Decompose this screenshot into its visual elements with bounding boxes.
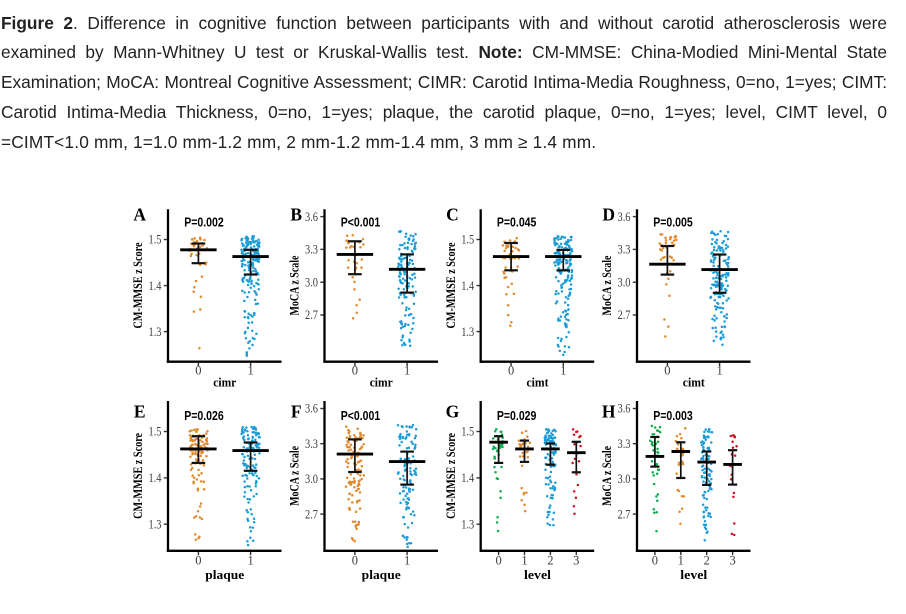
- svg-text:1: 1: [404, 364, 410, 378]
- svg-text:1.5: 1.5: [149, 425, 162, 439]
- svg-text:3: 3: [573, 554, 579, 568]
- svg-text:1.4: 1.4: [461, 279, 474, 293]
- svg-text:P=0.003: P=0.003: [653, 409, 693, 423]
- svg-text:3.6: 3.6: [305, 402, 318, 416]
- svg-text:P=0.029: P=0.029: [497, 409, 537, 423]
- svg-text:1: 1: [521, 554, 527, 568]
- svg-text:1.5: 1.5: [149, 233, 162, 247]
- svg-text:3.6: 3.6: [618, 210, 631, 224]
- svg-text:cimt: cimt: [683, 374, 706, 389]
- svg-text:F: F: [291, 402, 302, 422]
- svg-text:P=0.002: P=0.002: [184, 216, 224, 230]
- svg-text:1: 1: [560, 364, 566, 378]
- svg-text:1: 1: [404, 554, 410, 568]
- svg-text:0: 0: [195, 364, 201, 378]
- svg-text:plaque: plaque: [362, 567, 401, 582]
- svg-text:2.7: 2.7: [618, 507, 631, 521]
- svg-text:1: 1: [247, 554, 253, 568]
- svg-text:cimr: cimr: [213, 374, 236, 389]
- svg-text:CM-MMSE z Score: CM-MMSE z Score: [131, 433, 145, 519]
- svg-text:CM-MMSE z Score: CM-MMSE z Score: [444, 242, 458, 328]
- svg-text:3.0: 3.0: [618, 472, 631, 486]
- svg-text:A: A: [133, 204, 146, 224]
- svg-text:B: B: [290, 204, 302, 224]
- svg-text:3: 3: [729, 554, 735, 568]
- svg-text:3.0: 3.0: [305, 472, 318, 486]
- svg-text:MoCA z Scale: MoCA z Scale: [288, 255, 302, 315]
- svg-text:2.7: 2.7: [618, 308, 631, 322]
- svg-text:1.5: 1.5: [461, 233, 474, 247]
- svg-text:0: 0: [195, 554, 201, 568]
- svg-text:1: 1: [678, 554, 684, 568]
- svg-text:P=0.005: P=0.005: [653, 216, 693, 230]
- svg-text:1.3: 1.3: [461, 325, 474, 339]
- svg-text:1: 1: [716, 364, 722, 378]
- svg-text:MoCA z Scale: MoCA z Scale: [288, 446, 302, 506]
- svg-text:0: 0: [664, 364, 670, 378]
- svg-text:H: H: [602, 402, 616, 422]
- svg-text:3.3: 3.3: [305, 243, 318, 257]
- svg-text:1.3: 1.3: [149, 325, 162, 339]
- svg-text:P<0.001: P<0.001: [341, 409, 381, 423]
- svg-text:1.4: 1.4: [149, 279, 162, 293]
- svg-text:2: 2: [704, 554, 710, 568]
- svg-text:1.4: 1.4: [149, 471, 162, 485]
- svg-text:3.0: 3.0: [618, 275, 631, 289]
- svg-text:1: 1: [247, 364, 253, 378]
- svg-text:CM-MMSE z Score: CM-MMSE z Score: [444, 433, 458, 519]
- svg-text:3.6: 3.6: [618, 402, 631, 416]
- svg-text:1.3: 1.3: [461, 517, 474, 531]
- svg-text:level: level: [524, 567, 551, 582]
- svg-text:plaque: plaque: [205, 567, 244, 582]
- svg-text:2.7: 2.7: [305, 507, 318, 521]
- svg-text:E: E: [134, 402, 146, 422]
- svg-text:level: level: [680, 567, 707, 582]
- svg-text:0: 0: [352, 364, 358, 378]
- svg-text:3.3: 3.3: [618, 437, 631, 451]
- svg-text:3.3: 3.3: [305, 437, 318, 451]
- svg-text:C: C: [446, 204, 459, 224]
- svg-text:CM-MMSE z Score: CM-MMSE z Score: [131, 242, 145, 328]
- svg-text:1.3: 1.3: [149, 517, 162, 531]
- svg-text:1.5: 1.5: [461, 425, 474, 439]
- svg-text:P<0.001: P<0.001: [341, 216, 381, 230]
- svg-text:1.4: 1.4: [461, 471, 474, 485]
- svg-text:2.7: 2.7: [305, 308, 318, 322]
- svg-text:2: 2: [547, 554, 553, 568]
- svg-text:P=0.045: P=0.045: [497, 216, 537, 230]
- svg-text:cimr: cimr: [370, 374, 393, 389]
- svg-text:G: G: [446, 402, 460, 422]
- svg-text:3.3: 3.3: [618, 243, 631, 257]
- svg-text:0: 0: [652, 554, 658, 568]
- svg-text:0: 0: [352, 554, 358, 568]
- svg-text:P=0.026: P=0.026: [184, 409, 224, 423]
- svg-text:3.0: 3.0: [305, 275, 318, 289]
- svg-text:D: D: [602, 204, 615, 224]
- svg-text:MoCA z Scale: MoCA z Scale: [600, 446, 614, 506]
- svg-text:MoCA z Scale: MoCA z Scale: [600, 255, 614, 315]
- svg-text:cimt: cimt: [527, 374, 550, 389]
- svg-text:0: 0: [495, 554, 501, 568]
- svg-text:3.6: 3.6: [305, 210, 318, 224]
- svg-text:0: 0: [508, 364, 514, 378]
